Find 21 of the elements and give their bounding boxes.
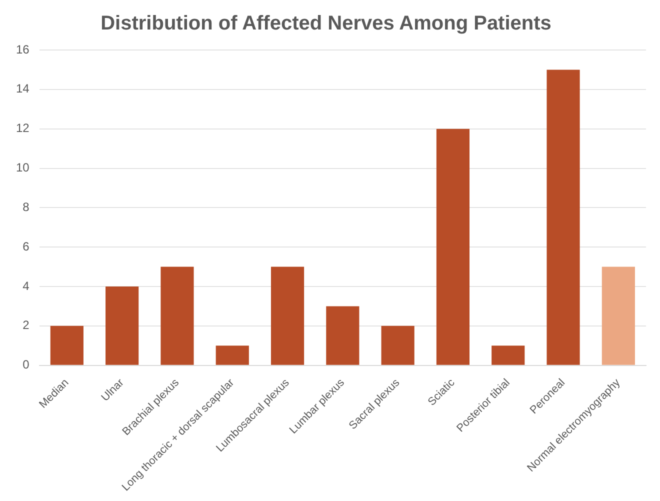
bar xyxy=(326,306,360,365)
y-tick-label: 6 xyxy=(22,239,30,254)
y-tick-label: 10 xyxy=(16,160,30,175)
y-tick-label: 12 xyxy=(16,121,30,136)
bar xyxy=(160,266,194,365)
bar xyxy=(50,326,84,365)
bar xyxy=(546,70,580,365)
y-tick-label: 14 xyxy=(16,82,30,96)
chart-title: Distribution of Affected Nerves Among Patients xyxy=(100,12,552,35)
y-tick-label: 4 xyxy=(22,278,30,293)
bar xyxy=(270,266,304,365)
bar xyxy=(602,266,635,365)
bar xyxy=(216,346,249,365)
y-tick-label: 8 xyxy=(22,200,30,214)
bar xyxy=(106,286,139,365)
bar xyxy=(492,346,525,365)
bar xyxy=(436,128,470,365)
y-tick-label: 2 xyxy=(22,318,30,332)
y-tick-label: 0 xyxy=(22,358,30,372)
bar xyxy=(381,326,414,365)
y-tick-label: 16 xyxy=(16,42,30,56)
